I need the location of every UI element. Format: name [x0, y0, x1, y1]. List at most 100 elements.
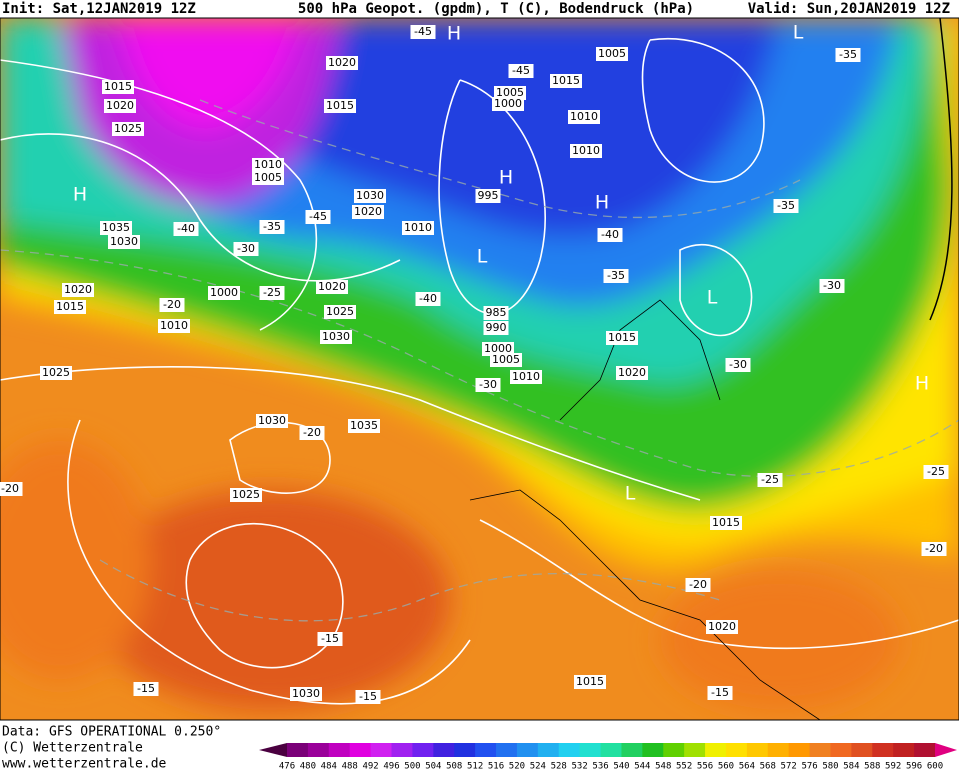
colorbar-segment	[537, 743, 560, 757]
isobar-label: 1020	[328, 56, 356, 69]
isobar-label: 1025	[42, 366, 70, 379]
isobar-label-box	[354, 189, 386, 203]
isobar-label-box	[596, 47, 628, 61]
colorbar-segment	[746, 743, 769, 757]
temperature-label-box	[233, 242, 259, 256]
colorbar-label: 504	[425, 762, 441, 770]
temperature-label-box	[317, 632, 343, 646]
temperature-label-box	[410, 25, 436, 39]
isobar-label-box	[100, 221, 132, 235]
colorbar-segment	[349, 743, 372, 757]
isobar-label-box	[492, 97, 524, 111]
temperature-label: -25	[761, 473, 779, 486]
isobar-label-box	[606, 331, 638, 345]
copyright: (C) Wetterzentrale	[2, 741, 143, 756]
colorbar-label: 480	[300, 762, 316, 770]
isobar-label-box	[550, 74, 582, 88]
temperature-label: -40	[419, 292, 437, 305]
isobar-label: 1025	[114, 122, 142, 135]
isobar-label: 1005	[492, 353, 520, 366]
init-time: Init: Sat,12JAN2019 12Z	[2, 1, 196, 17]
colorbar-label: 576	[801, 762, 817, 770]
colorbar-label: 584	[843, 762, 859, 770]
valid-time: Valid: Sun,20JAN2019 12Z	[748, 1, 950, 17]
pressure-center: H	[447, 23, 461, 45]
temperature-label-box	[597, 228, 623, 242]
colorbar-segment	[788, 743, 811, 757]
colorbar-label: 520	[509, 762, 525, 770]
isobar-label: 1010	[404, 221, 432, 234]
isobar-label-box	[352, 205, 384, 219]
isobar-label: 1005	[496, 86, 524, 99]
isobar-label: 1035	[350, 419, 378, 432]
pressure-center: H	[915, 373, 929, 395]
temperature-label: -15	[137, 682, 155, 695]
isobar-label-box	[316, 280, 348, 294]
colorbar-segment	[558, 743, 581, 757]
colorbar-segment	[830, 743, 852, 757]
colorbar-label: 560	[718, 762, 734, 770]
temperature-label-box	[508, 64, 534, 78]
temperature-label: -40	[601, 228, 619, 241]
temperature-label: -35	[777, 199, 795, 212]
temperature-label: -45	[512, 64, 530, 77]
isobar-label: 995	[478, 189, 499, 202]
isobar-label-box	[108, 235, 140, 249]
map-field	[0, 18, 959, 720]
pressure-center: H	[73, 184, 87, 206]
colorbar-label: 556	[697, 762, 713, 770]
colorbar-label: 516	[488, 762, 504, 770]
temperature-label: -45	[309, 210, 327, 223]
isobar-label-box	[490, 353, 522, 367]
isobar-label-box	[104, 99, 136, 113]
colorbar-label: 496	[383, 762, 399, 770]
isobar-label: 1015	[608, 331, 636, 344]
isobar-label: 1010	[160, 319, 188, 332]
isobar-label-box	[54, 300, 86, 314]
pressure-center: L	[625, 483, 636, 505]
isobar-label: 985	[486, 306, 507, 319]
isobar-label-box	[324, 305, 356, 319]
temperature-label: -30	[823, 279, 841, 292]
temperature-label-box	[173, 222, 199, 236]
isobar-label: 1025	[326, 305, 354, 318]
temperature-label: -25	[263, 286, 281, 299]
colorbar-label: 544	[634, 762, 650, 770]
colorbar-segment	[684, 743, 706, 757]
temperature-label-box	[773, 199, 799, 213]
isobar-label: 1035	[102, 221, 130, 234]
temperature-label: -45	[414, 25, 432, 38]
isobar-label: 1020	[318, 280, 346, 293]
temperature-label-box	[707, 686, 733, 700]
isobar-label-box	[158, 319, 190, 333]
pressure-center: H	[499, 167, 513, 189]
colorbar-label: 512	[467, 762, 483, 770]
temperature-label: -15	[321, 632, 339, 645]
colorbar-segment	[287, 743, 309, 757]
isobar-label: 1025	[232, 488, 260, 501]
isobar-label: 1015	[552, 74, 580, 87]
isobar-label: 1000	[494, 97, 522, 110]
isobar-label-box	[252, 158, 284, 172]
isobar-label-box	[574, 675, 606, 689]
temperature-label: -20	[1, 482, 19, 495]
temperature-label: -15	[359, 690, 377, 703]
temperature-label: -20	[925, 542, 943, 555]
pressure-center: L	[707, 287, 718, 309]
colorbar-segment	[454, 743, 476, 757]
isobar-label: 1020	[354, 205, 382, 218]
temperature-label-box	[259, 220, 285, 234]
isobar-label-box	[230, 488, 262, 502]
pressure-center: L	[477, 246, 488, 268]
colorbar-segment	[412, 743, 434, 757]
temperature-label-box	[299, 426, 325, 440]
temperature-label: -30	[237, 242, 255, 255]
isobar-label: 1010	[512, 370, 540, 383]
isobar-label: 990	[486, 321, 507, 334]
isobar-label: 1030	[322, 330, 350, 343]
colorbar-label: 476	[279, 762, 295, 770]
isobar-label-box	[252, 171, 284, 185]
colorbar-label: 540	[613, 762, 629, 770]
colorbar-label: 528	[551, 762, 567, 770]
temperature-label: -15	[711, 686, 729, 699]
